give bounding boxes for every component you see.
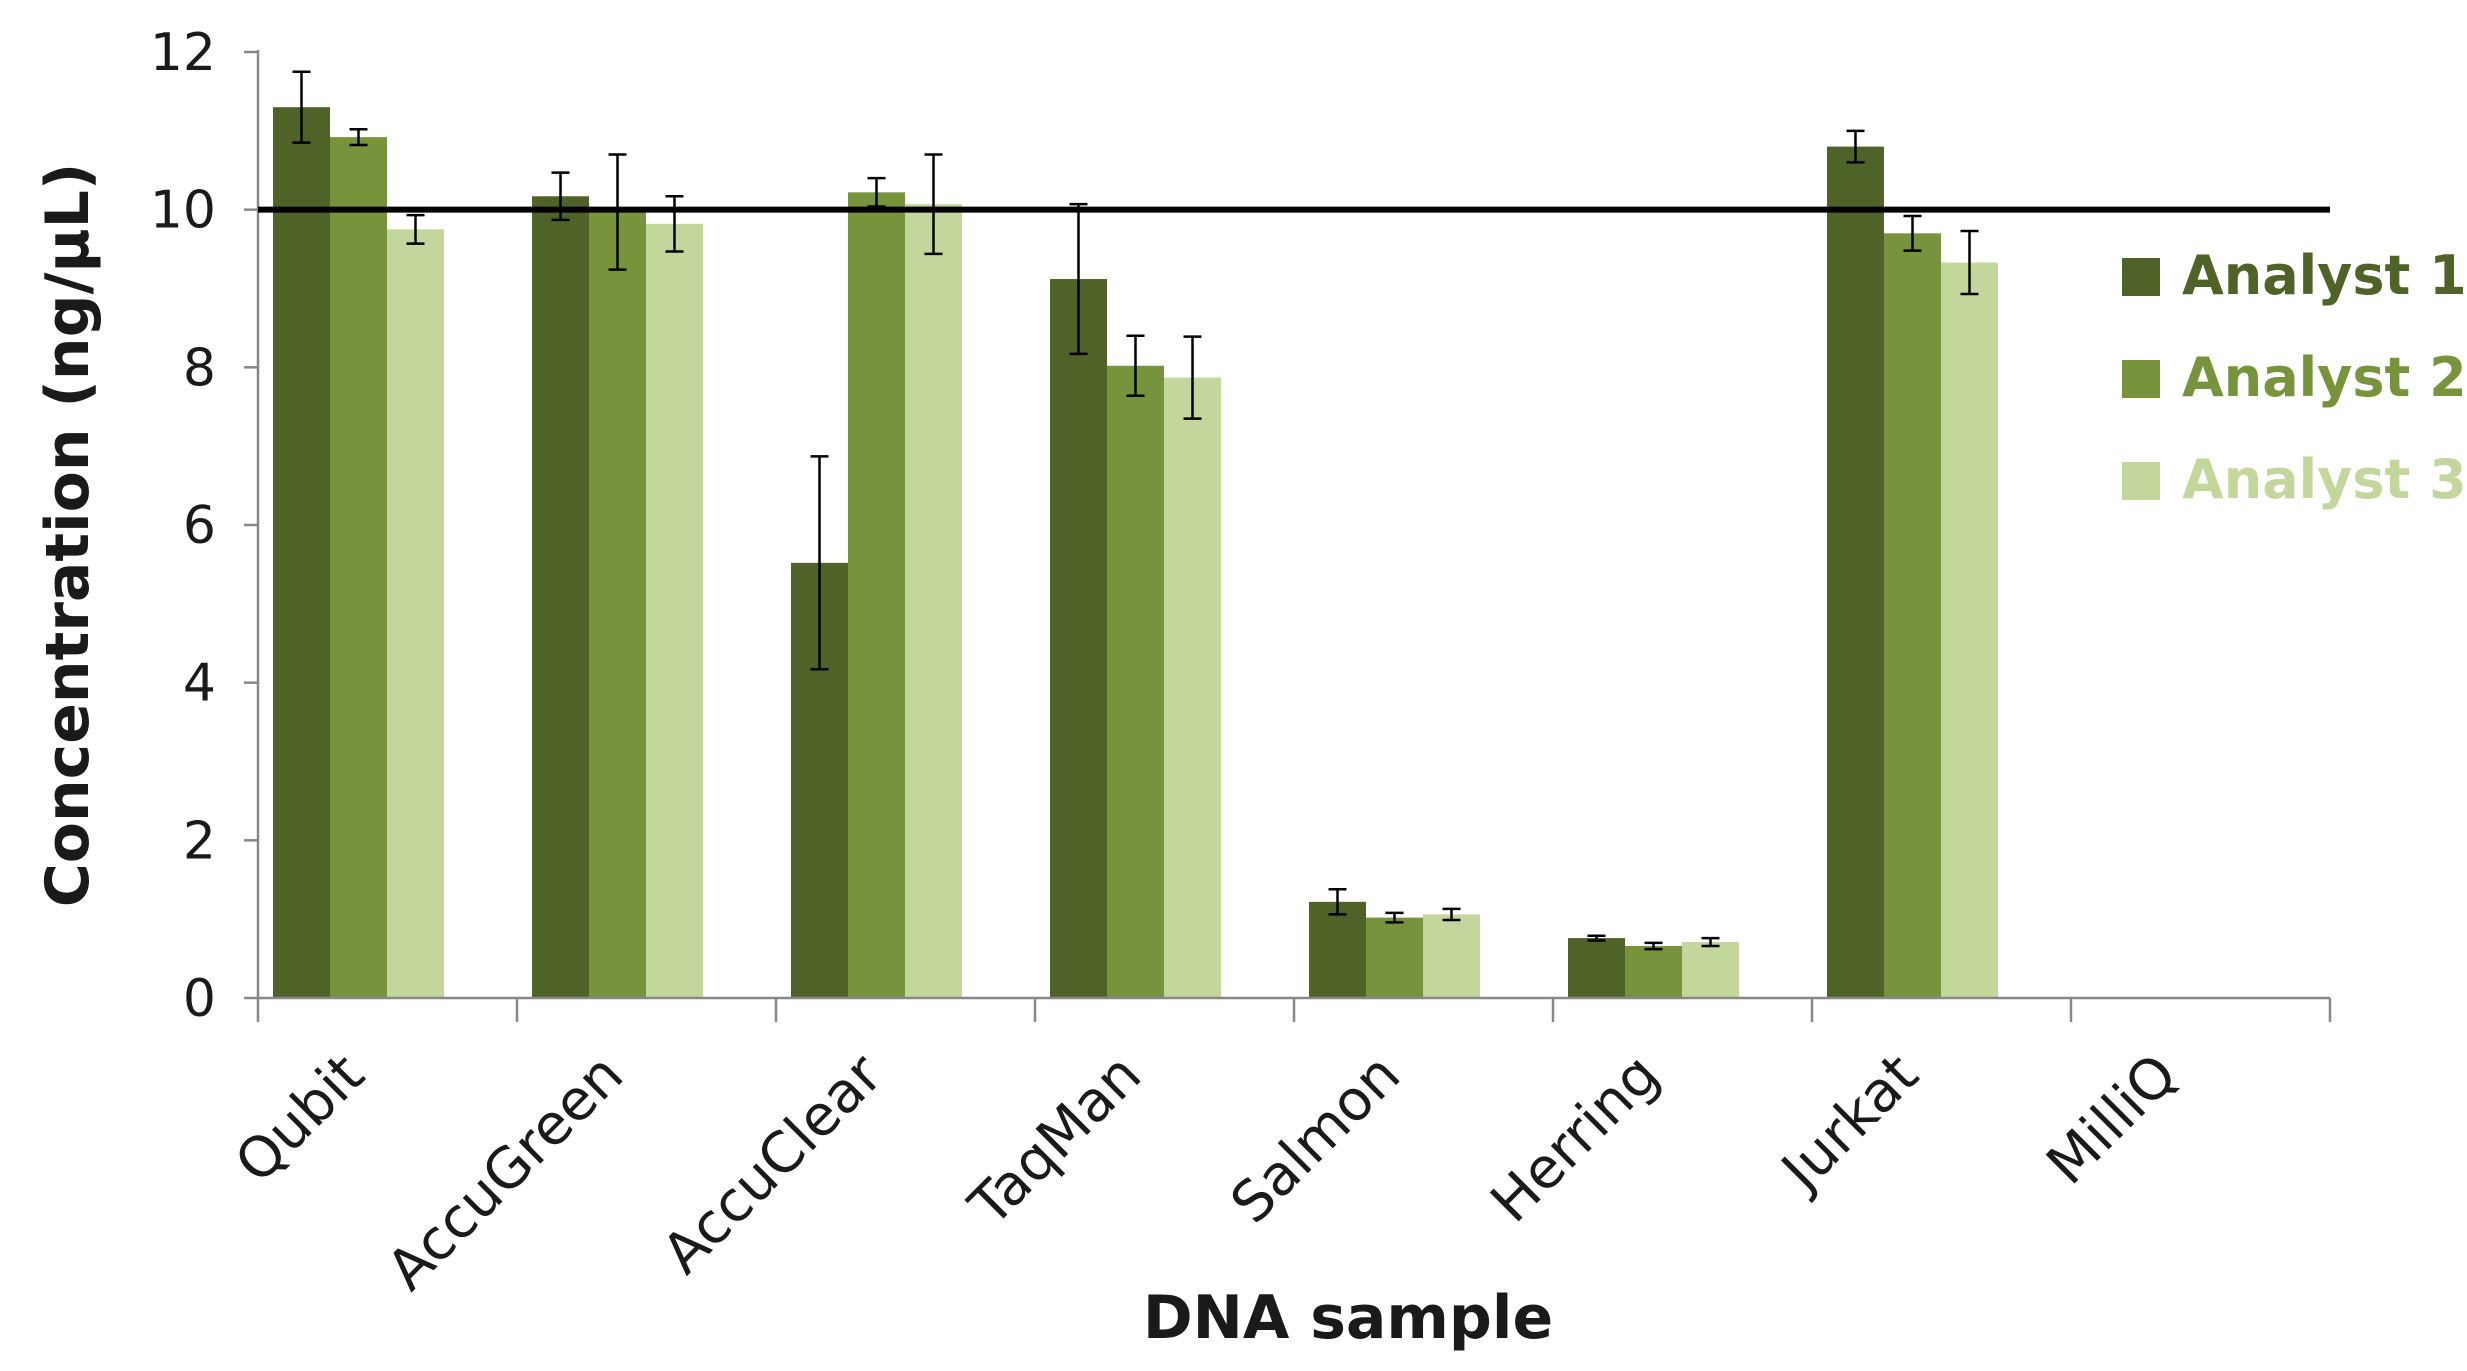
error-bar-herring-analyst-3: [1701, 936, 1720, 948]
y-tick-label: 2: [183, 811, 216, 871]
error-bar-jurkat-analyst-3: [1960, 229, 1979, 296]
error-bar-salmon-analyst-3: [1442, 907, 1461, 922]
x-tick-label-herring: Herring: [1479, 1042, 1672, 1235]
y-axis-title: Concentration (ng/µL): [33, 163, 103, 908]
legend-swatch: [2122, 360, 2160, 398]
error-bar-salmon-analyst-2: [1385, 911, 1404, 924]
error-bar-taqman-analyst-1: [1069, 202, 1088, 356]
legend-label: Analyst 2: [2182, 346, 2467, 409]
x-axis-title: DNA sample: [1143, 1283, 1553, 1353]
bars-layer: [273, 107, 1998, 999]
bar-jurkat-analyst-1: [1827, 146, 1884, 999]
y-tick-label: 0: [183, 969, 216, 1029]
error-bar-herring-analyst-2: [1644, 941, 1663, 951]
bar-qubit-analyst-1: [273, 107, 330, 998]
error-bar-taqman-analyst-3: [1183, 335, 1202, 420]
x-tick-label-jurkat: Jurkat: [1768, 1042, 1931, 1205]
bar-taqman-analyst-3: [1164, 377, 1221, 998]
error-bar-jurkat-analyst-1: [1846, 129, 1865, 164]
error-bar-qubit-analyst-3: [406, 213, 425, 245]
x-tick-label-salmon: Salmon: [1219, 1042, 1413, 1236]
x-tick-label-accuclear: AccuClear: [650, 1041, 895, 1286]
bar-qubit-analyst-3: [387, 229, 444, 998]
legend-swatch: [2122, 258, 2160, 296]
x-tick-label-accugreen: AccuGreen: [375, 1042, 636, 1303]
error-bar-accuclear-analyst-1: [810, 455, 829, 671]
legend-label: Analyst 3: [2182, 448, 2467, 511]
legend: Analyst 1 Analyst 2 Analyst 3: [2122, 244, 2467, 511]
error-bar-salmon-analyst-1: [1328, 887, 1347, 916]
error-bars-layer: [292, 70, 1979, 951]
y-tick-label: 6: [183, 496, 216, 556]
y-tick-label: 8: [183, 338, 216, 398]
error-bar-taqman-analyst-2: [1126, 334, 1145, 397]
bar-herring-analyst-2: [1625, 945, 1682, 998]
x-tick-label-milliq: MilliQ: [2035, 1042, 2190, 1197]
bar-herring-analyst-1: [1568, 938, 1625, 998]
bar-qubit-analyst-2: [330, 137, 387, 998]
error-bar-accuclear-analyst-2: [867, 176, 886, 208]
error-bar-accuclear-analyst-3: [924, 153, 943, 256]
legend-item-analyst-2: Analyst 2: [2122, 346, 2467, 409]
error-bar-qubit-analyst-2: [349, 128, 368, 147]
error-bar-qubit-analyst-1: [292, 70, 311, 144]
y-tick-label: 12: [150, 23, 216, 83]
error-bar-jurkat-analyst-2: [1903, 214, 1922, 252]
y-tick-label: 4: [183, 654, 216, 714]
error-bar-herring-analyst-1: [1587, 934, 1606, 942]
legend-label: Analyst 1: [2182, 244, 2467, 307]
bar-taqman-analyst-1: [1050, 279, 1107, 998]
bar-taqman-analyst-2: [1107, 365, 1164, 998]
x-tick-label-taqman: TaqMan: [957, 1042, 1154, 1239]
bar-accugreen-analyst-3: [646, 223, 703, 998]
legend-item-analyst-1: Analyst 1: [2122, 244, 2467, 307]
bar-accugreen-analyst-1: [532, 196, 589, 998]
bar-jurkat-analyst-3: [1941, 262, 1998, 998]
bar-accuclear-analyst-3: [905, 204, 962, 999]
legend-swatch: [2122, 462, 2160, 500]
legend-item-analyst-3: Analyst 3: [2122, 448, 2467, 511]
bar-salmon-analyst-1: [1309, 901, 1366, 998]
bar-accuclear-analyst-2: [848, 192, 905, 998]
bar-jurkat-analyst-2: [1884, 233, 1941, 999]
y-tick-label: 10: [150, 181, 216, 241]
bar-salmon-analyst-2: [1366, 917, 1423, 998]
bar-salmon-analyst-3: [1423, 914, 1480, 998]
x-tick-label-qubit: Qubit: [223, 1042, 377, 1196]
error-bar-accugreen-analyst-3: [665, 195, 684, 253]
bar-herring-analyst-3: [1682, 942, 1739, 998]
bar-accugreen-analyst-2: [589, 212, 646, 998]
